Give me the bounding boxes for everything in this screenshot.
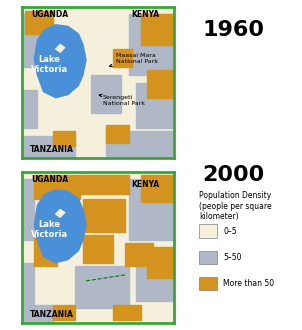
FancyBboxPatch shape	[22, 179, 34, 240]
FancyBboxPatch shape	[113, 49, 132, 67]
FancyBboxPatch shape	[147, 70, 174, 98]
FancyBboxPatch shape	[83, 199, 125, 232]
Text: TANZANIA: TANZANIA	[30, 145, 74, 154]
FancyBboxPatch shape	[141, 175, 174, 202]
Text: 1960: 1960	[202, 20, 264, 40]
Polygon shape	[34, 25, 86, 98]
Text: More than 50: More than 50	[223, 279, 275, 288]
FancyBboxPatch shape	[136, 258, 174, 301]
FancyBboxPatch shape	[83, 235, 113, 263]
FancyBboxPatch shape	[34, 238, 57, 266]
Text: KENYA: KENYA	[132, 180, 160, 189]
Text: TANZANIA: TANZANIA	[30, 310, 74, 319]
FancyBboxPatch shape	[22, 14, 40, 67]
FancyBboxPatch shape	[22, 305, 53, 323]
Text: UGANDA: UGANDA	[31, 10, 69, 19]
FancyBboxPatch shape	[22, 263, 34, 308]
FancyBboxPatch shape	[53, 131, 76, 146]
FancyBboxPatch shape	[113, 305, 141, 320]
Text: Maasai Mara
National Park: Maasai Mara National Park	[110, 53, 158, 67]
Text: UGANDA: UGANDA	[31, 175, 69, 184]
Text: Population Density
(people per square
kilometer): Population Density (people per square ki…	[199, 191, 272, 221]
FancyBboxPatch shape	[141, 14, 174, 45]
Text: 0–5: 0–5	[223, 226, 237, 236]
FancyBboxPatch shape	[53, 305, 76, 320]
FancyBboxPatch shape	[106, 125, 129, 143]
Polygon shape	[56, 45, 65, 52]
Polygon shape	[34, 190, 86, 263]
FancyBboxPatch shape	[136, 82, 174, 128]
Text: Serengeti
National Park: Serengeti National Park	[99, 94, 145, 106]
Text: KENYA: KENYA	[132, 10, 160, 19]
FancyBboxPatch shape	[91, 75, 121, 113]
Text: 5–50: 5–50	[223, 253, 242, 262]
FancyBboxPatch shape	[76, 266, 129, 308]
Text: Lake
Victoria: Lake Victoria	[31, 219, 68, 239]
Polygon shape	[56, 210, 65, 217]
FancyBboxPatch shape	[22, 90, 37, 128]
FancyBboxPatch shape	[80, 175, 129, 194]
FancyBboxPatch shape	[147, 248, 174, 278]
Text: 2000: 2000	[202, 165, 265, 185]
FancyBboxPatch shape	[25, 11, 53, 34]
Text: Lake
Victoria: Lake Victoria	[31, 54, 68, 74]
FancyBboxPatch shape	[22, 136, 76, 158]
FancyBboxPatch shape	[125, 243, 153, 266]
FancyBboxPatch shape	[34, 175, 80, 199]
FancyBboxPatch shape	[129, 14, 174, 75]
FancyBboxPatch shape	[129, 179, 174, 240]
FancyBboxPatch shape	[106, 131, 174, 158]
